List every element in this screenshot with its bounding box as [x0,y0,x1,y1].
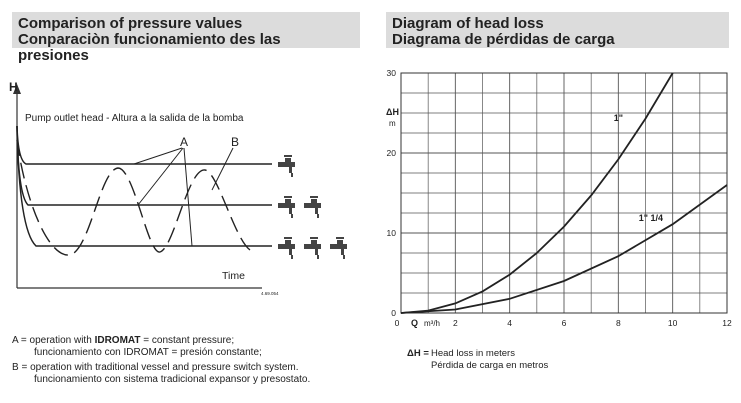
tap-icon [330,237,347,259]
note-b-line1: B = operation with traditional vessel an… [12,362,299,373]
x-tick-label: 2 [453,318,458,328]
pump-outlet-label: Pump outlet head - Altura a la salida de… [25,113,244,124]
note-a: A = operation with IDROMAT = constant pr… [12,335,372,359]
x-tick-label: 4 [507,318,512,328]
note-b-line2: funcionamiento con sistema tradicional e… [34,374,311,385]
label-a: A [180,135,188,149]
time-axis-label: Time [222,270,245,282]
y-tick-label: 20 [387,148,397,158]
left-title-es: Conparaciòn funcionamiento des las presi… [18,31,281,64]
series-label-2: 1" 1/4 [639,213,663,223]
reference-code: 4.69.054 [261,291,279,296]
y-tick-label: 0 [391,308,396,318]
x-tick-label: 0 [395,318,400,328]
head-loss-chart: 2 4 6 8 10 12 00 10 20 30 1" 1" 1/4 ΔH m Q m³/h [386,68,732,328]
leader-a-3 [183,147,193,247]
right-header: Diagram of head loss Diagrama de pérdida… [386,12,729,48]
x-axis-unit: m³/h [424,319,440,328]
leader-a-2 [137,147,184,206]
traditional-system-curve [16,139,251,256]
x-tick-label: 6 [562,318,567,328]
dh-es: Pérdida de carga en metros [431,360,549,371]
plot-frame [400,72,728,314]
y-axis-unit: m [389,119,396,128]
right-title-es: Diagrama de pérdidas de carga [392,31,615,48]
h-axis-label: H [9,80,18,94]
chart-ticks: 2 4 6 8 10 12 00 10 20 30 [387,68,732,328]
head-loss-note: ΔH = Head loss in meters Pérdida de carga… [407,348,667,372]
tap-icon [278,237,295,259]
note-a-rest: = constant pressure; [140,335,235,346]
x-tick-label: 8 [616,318,621,328]
right-title-en: Diagram of head loss [392,15,544,32]
dh-key: ΔH = [407,348,429,359]
label-b: B [231,135,239,149]
h-axis-arrow [13,84,21,94]
chart-series: 1" 1" 1/4 [400,72,728,314]
left-title-en: Comparison of pressure values [18,15,243,32]
left-header: Comparison of pressure values Conparaciò… [12,12,360,64]
series-label-1: 1" [614,113,623,123]
note-a-line2: funcionamiento con IDROMAT = presión con… [34,347,262,358]
chart-grid [400,72,728,314]
leader-a-1 [133,147,183,165]
y-tick-label: 10 [387,228,397,238]
tap-icon [278,196,295,218]
x-tick-label: 10 [668,318,678,328]
dh-en: Head loss in meters [431,348,515,359]
tap-icon [278,155,295,177]
tap-icon [304,237,321,259]
x-axis-label: Q [411,318,418,328]
tap-icon [304,196,321,218]
leader-b [211,147,234,191]
y-axis-label: ΔH [386,107,399,117]
note-a-prefix: A = operation with [12,335,95,346]
note-a-bold: IDROMAT [94,335,141,346]
x-tick-label: 12 [722,318,732,328]
pressure-comparison-diagram: H Pump outlet head - Altura a la salida … [9,80,347,296]
series-line-1 [400,72,674,314]
note-b: B = operation with traditional vessel an… [12,362,372,386]
y-tick-label: 30 [387,68,397,78]
series-line-2 [400,184,728,314]
constant-pressure-line-3 [16,125,272,247]
